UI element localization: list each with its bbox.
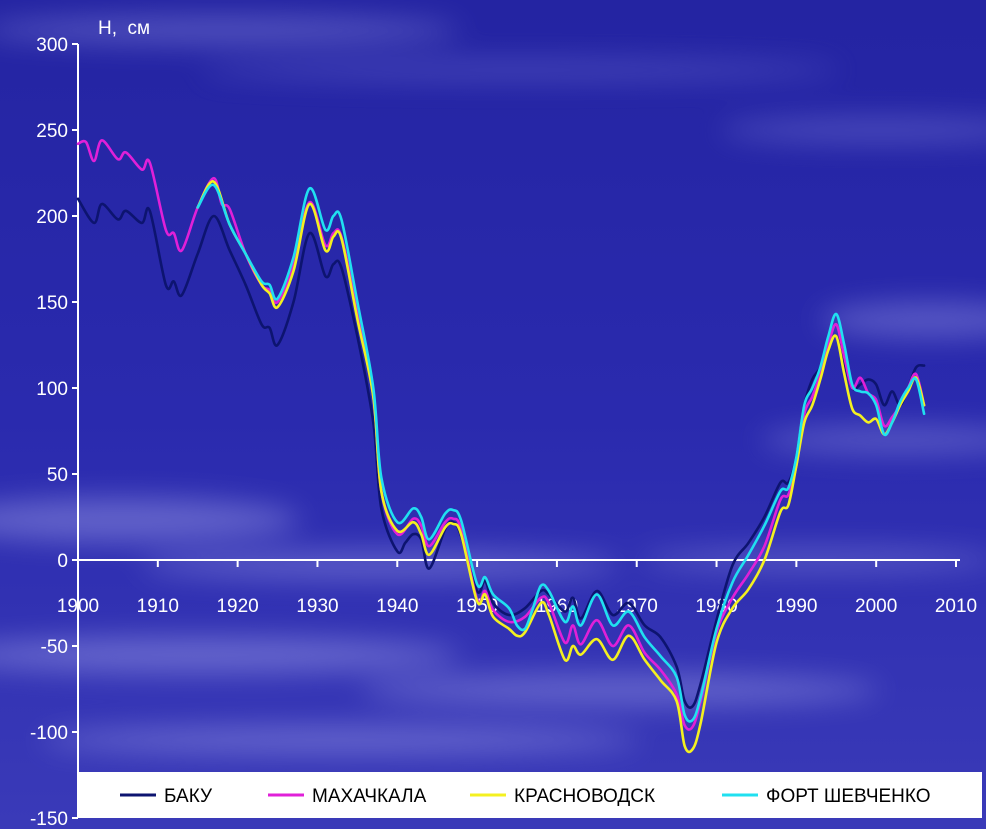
x-tick-label: 1900	[57, 596, 99, 617]
series-layer	[76, 139, 926, 754]
y-tick-label: -50	[41, 637, 68, 658]
y-axis-label: H, см	[98, 18, 150, 39]
legend-label: МАХАЧКАЛА	[312, 786, 427, 807]
y-tick-label: 50	[47, 465, 68, 486]
y-tick-label: 250	[36, 121, 68, 142]
series-line-krasnovodsk	[196, 180, 926, 754]
legend-label: ФОРТ ШЕВЧЕНКО	[766, 786, 931, 807]
x-tick-label: 1920	[216, 596, 258, 617]
x-axis: 1900 1910 1920 1930 1940 1950 1960 1970 1980 1990…	[57, 559, 977, 617]
x-tick-label: 2000	[855, 596, 897, 617]
x-tick-label: 2010	[935, 596, 977, 617]
x-tick-label: 1990	[775, 596, 817, 617]
legend-item-makhachkala: МАХАЧКАЛА	[268, 786, 427, 807]
legend-item-fort-shevchenko: ФОРТ ШЕВЧЕНКО	[722, 786, 931, 807]
x-tick-label: 1910	[137, 596, 179, 617]
x-tick-label: 1940	[376, 596, 418, 617]
legend-label: БАКУ	[164, 786, 213, 807]
y-axis: 300 250 200 150 100 50 0 -50 -100 -150	[30, 35, 79, 830]
legend-box	[78, 772, 982, 818]
y-tick-label: -100	[30, 723, 68, 744]
legend-item-krasnovodsk: КРАСНОВОДСК	[470, 786, 655, 807]
y-tick-label: 150	[36, 293, 68, 314]
y-tick-label: -150	[30, 809, 68, 829]
legend-items: БАКУ МАХАЧКАЛА КРАСНОВОДСК ФОРТ ШЕВЧЕНКО	[120, 786, 931, 807]
y-tick-label: 0	[57, 551, 68, 572]
x-tick-label: 1930	[296, 596, 338, 617]
legend: БАКУ МАХАЧКАЛА КРАСНОВОДСК ФОРТ ШЕВЧЕНКО	[78, 772, 982, 818]
y-tick-label: 200	[36, 207, 68, 228]
legend-label: КРАСНОВОДСК	[514, 786, 655, 807]
background-clouds	[0, 16, 986, 754]
x-tick-label: 1980	[695, 596, 737, 617]
y-tick-label: 300	[36, 35, 68, 56]
y-tick-label: 100	[36, 379, 68, 400]
legend-item-baku: БАКУ	[120, 786, 213, 807]
series-line-fort-shevchenko	[196, 183, 926, 723]
